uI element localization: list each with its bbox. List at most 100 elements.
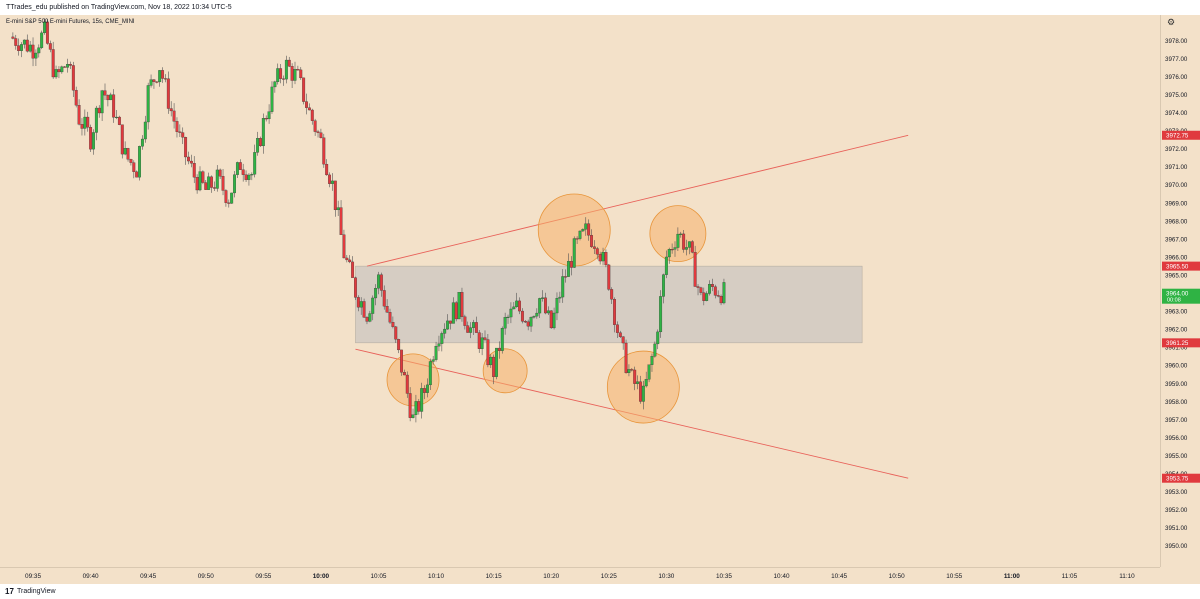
candle-down [618, 332, 622, 337]
candle-up [431, 359, 435, 362]
candle-down [172, 110, 176, 122]
candle-up [469, 327, 473, 333]
candle-down [155, 81, 159, 83]
candle-up [489, 356, 493, 366]
candle-down [112, 94, 116, 118]
candle-up [451, 302, 455, 324]
candle-up [207, 176, 211, 190]
tradingview-footer: 17 TradingView [0, 584, 1200, 599]
publish-header: TTrades_edu published on TradingView.com… [0, 0, 1200, 15]
candle-down [77, 105, 81, 125]
candle-down [129, 159, 133, 163]
candle-up [679, 233, 683, 235]
candle-down [204, 182, 208, 190]
candle-down [693, 252, 697, 287]
price-badge [1162, 338, 1200, 348]
candle-up [100, 90, 104, 114]
candle-up [572, 238, 576, 268]
candle-up [140, 138, 144, 147]
candle-down [89, 127, 93, 150]
candle-down [615, 324, 619, 333]
price-tick-label: 3966.00 [1165, 254, 1188, 261]
candle-down [719, 296, 723, 304]
candle-down [682, 233, 686, 250]
candle-up [267, 111, 271, 120]
time-tick-label: 10:00 [313, 573, 330, 580]
candle-down [342, 234, 346, 259]
candle-up [92, 132, 95, 150]
candle-down [210, 176, 213, 188]
candle-down [14, 38, 18, 46]
chart-pane[interactable] [0, 15, 1160, 567]
price-tick-label: 3970.00 [1165, 182, 1188, 189]
price-axis[interactable]: 3978.003977.003976.003975.003974.003973.… [1160, 15, 1200, 567]
candle-down [365, 317, 369, 322]
candle-down [221, 176, 225, 191]
candle-up [578, 230, 582, 239]
time-axis[interactable]: 09:35 09:40 09:45 09:50 09:55 10:00 10:05 10:10… [0, 567, 1160, 585]
candle-up [601, 252, 605, 262]
candle-down [31, 44, 35, 59]
candle-up [20, 44, 23, 51]
time-tick-label: 09:35 [25, 573, 41, 580]
candle-down [103, 90, 107, 96]
candle-down [161, 70, 165, 79]
candle-up [420, 388, 424, 412]
candle-up [66, 64, 70, 68]
price-tick-label: 3968.00 [1165, 218, 1188, 225]
candle-down [351, 261, 355, 278]
candle-down [325, 163, 329, 176]
price-tick-label: 3976.00 [1165, 74, 1188, 81]
chart-svg[interactable] [0, 15, 1160, 567]
candle-up [503, 317, 507, 329]
candle-up [83, 116, 87, 129]
price-tick-label: 3959.00 [1165, 381, 1188, 388]
candle-up [270, 86, 274, 112]
candle-up [54, 69, 58, 78]
candle-up [584, 223, 588, 230]
time-axis-svg: 09:35 09:40 09:45 09:50 09:55 10:00 10:05 10:10… [25, 573, 1135, 580]
candle-down [244, 174, 248, 180]
candle-up [230, 192, 234, 204]
candle-down [106, 95, 110, 101]
candle-up [336, 207, 340, 211]
candle-down [290, 66, 294, 81]
candle-up [644, 379, 648, 387]
candle-up [722, 282, 726, 304]
price-tick-label: 3956.00 [1165, 435, 1188, 442]
candle-up [538, 298, 542, 314]
candle-up [506, 316, 510, 318]
candle-up [558, 296, 562, 299]
time-tick-label: 11:00 [1004, 573, 1020, 580]
candle-up [138, 146, 141, 178]
candle-down [526, 321, 530, 327]
candle-up [561, 276, 565, 298]
candle-down [135, 171, 139, 178]
price-tick-label: 3953.00 [1165, 489, 1188, 496]
annotations-layer [355, 134, 909, 479]
candle-down [497, 347, 501, 351]
candle-down [460, 292, 464, 317]
candle-up [233, 174, 236, 194]
candle-down [218, 169, 222, 177]
time-tick-label: 10:35 [716, 573, 732, 580]
candle-down [17, 45, 21, 51]
candle-down [184, 137, 188, 158]
candle-down [400, 349, 403, 373]
price-tick-label: 3957.00 [1165, 417, 1188, 424]
candle-up [667, 249, 671, 258]
candle-up [368, 313, 372, 322]
candle-down [549, 310, 553, 329]
candle-up [94, 107, 98, 133]
candle-down [544, 297, 547, 314]
candle-up [143, 121, 147, 140]
candle-down [264, 118, 268, 120]
candle-up [552, 312, 556, 329]
candle-up [641, 385, 645, 402]
candle-up [515, 300, 519, 308]
gear-icon[interactable]: ⚙ [1166, 17, 1176, 27]
candle-up [149, 79, 153, 86]
candle-down [120, 124, 124, 155]
candle-up [509, 308, 513, 318]
time-tick-label: 09:50 [198, 573, 214, 580]
